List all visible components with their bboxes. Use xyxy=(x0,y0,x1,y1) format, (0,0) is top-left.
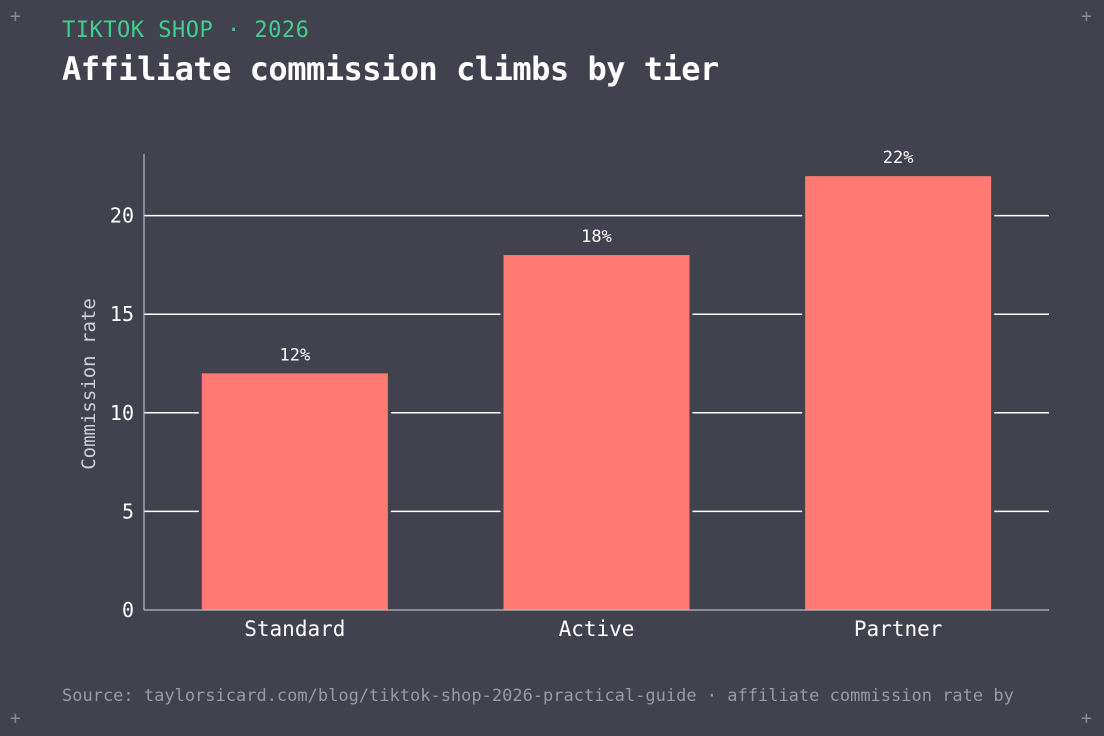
chart-kicker: TIKTOK SHOP · 2026 xyxy=(62,18,310,43)
x-tick-label: Partner xyxy=(854,617,943,641)
chart-title: Affiliate commission climbs by tier xyxy=(62,50,719,88)
labels: 0 5 10 15 20 12% Standard 18% Active 22% Partner Co… xyxy=(78,148,942,641)
bar-standard xyxy=(201,373,388,610)
y-tick-label: 5 xyxy=(122,499,134,523)
corner-plus-top-right: + xyxy=(1081,6,1092,27)
y-tick-label: 0 xyxy=(122,598,134,622)
y-axis-title: Commission rate xyxy=(78,298,100,470)
y-tick-label: 20 xyxy=(110,204,134,228)
data-label: 22% xyxy=(883,148,914,168)
y-tick-label: 15 xyxy=(110,302,134,326)
bars xyxy=(198,176,995,611)
x-tick-label: Standard xyxy=(244,617,345,641)
corner-plus-top-left: + xyxy=(10,6,21,27)
data-label: 18% xyxy=(581,227,612,247)
corner-plus-bottom-left: + xyxy=(10,708,21,729)
y-tick-label: 10 xyxy=(110,401,134,425)
bar-active xyxy=(503,255,690,611)
bar-partner xyxy=(805,176,992,610)
data-label: 12% xyxy=(279,345,310,365)
source-note: Source: taylorsicard.com/blog/tiktok-sho… xyxy=(62,686,1014,706)
axes xyxy=(143,154,1049,611)
x-tick-label: Active xyxy=(559,617,635,641)
corner-plus-bottom-right: + xyxy=(1081,708,1092,729)
